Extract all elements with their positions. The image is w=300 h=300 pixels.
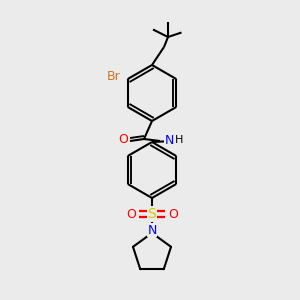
- Text: N: N: [164, 134, 174, 146]
- Text: N: N: [147, 224, 157, 236]
- Text: O: O: [126, 208, 136, 220]
- Text: H: H: [175, 135, 183, 145]
- Text: O: O: [168, 208, 178, 220]
- Text: O: O: [118, 133, 128, 146]
- Text: S: S: [148, 207, 156, 221]
- Text: Br: Br: [107, 70, 121, 83]
